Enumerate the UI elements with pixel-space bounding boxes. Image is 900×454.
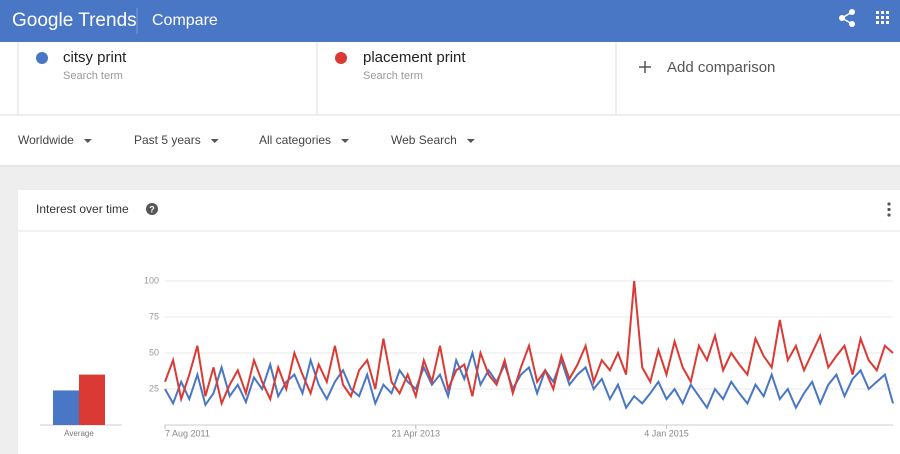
term-kind: Search term bbox=[363, 70, 423, 82]
help-icon-glyph: ? bbox=[149, 204, 155, 214]
page-title: Compare bbox=[152, 12, 218, 29]
average-bar bbox=[79, 374, 105, 425]
filters: Worldwide Past 5 years All categories Web S… bbox=[18, 133, 475, 147]
chart: 25 50 75 100 7 Aug 2011 21 Apr 2013 4 Jan 2015… bbox=[40, 275, 894, 438]
dropdown-arrow bbox=[210, 139, 219, 143]
header-bar bbox=[0, 0, 900, 42]
brand[interactable]: Google Trends bbox=[12, 10, 137, 31]
term-name[interactable]: citsy print bbox=[63, 49, 127, 66]
card-title: Interest over time bbox=[36, 202, 129, 216]
average-label: Average bbox=[64, 429, 94, 438]
help-icon[interactable] bbox=[146, 203, 158, 215]
card bbox=[18, 190, 900, 454]
apps-icon[interactable] bbox=[876, 11, 889, 24]
share-icon[interactable] bbox=[839, 9, 855, 27]
filter[interactable]: All categories bbox=[259, 133, 331, 147]
series-line bbox=[164, 280, 894, 407]
plus-icon bbox=[639, 61, 651, 73]
term-dot bbox=[36, 52, 48, 64]
series-line bbox=[164, 349, 894, 410]
dropdown-arrow bbox=[83, 139, 92, 143]
filter[interactable]: Web Search bbox=[391, 133, 457, 147]
filter[interactable]: Past 5 years bbox=[134, 133, 201, 147]
add-comparison[interactable]: Add comparison bbox=[667, 59, 775, 76]
dropdown-arrow bbox=[341, 139, 350, 143]
menu-icon[interactable] bbox=[887, 202, 891, 217]
average-bar bbox=[53, 390, 79, 425]
term-dot bbox=[335, 52, 347, 64]
y-tick-label: 50 bbox=[149, 347, 159, 357]
y-tick-label: 25 bbox=[149, 383, 159, 393]
x-tick-label: 21 Apr 2013 bbox=[391, 428, 440, 438]
x-tick-label: 4 Jan 2015 bbox=[644, 428, 689, 438]
y-tick-label: 100 bbox=[144, 275, 159, 285]
term-kind: Search term bbox=[63, 70, 123, 82]
dropdown-arrow bbox=[466, 139, 475, 143]
x-tick-label: 7 Aug 2011 bbox=[165, 428, 210, 438]
controls bbox=[0, 42, 900, 167]
y-tick-label: 75 bbox=[149, 311, 159, 321]
term-name[interactable]: placement print bbox=[363, 49, 466, 66]
filter[interactable]: Worldwide bbox=[18, 133, 74, 147]
